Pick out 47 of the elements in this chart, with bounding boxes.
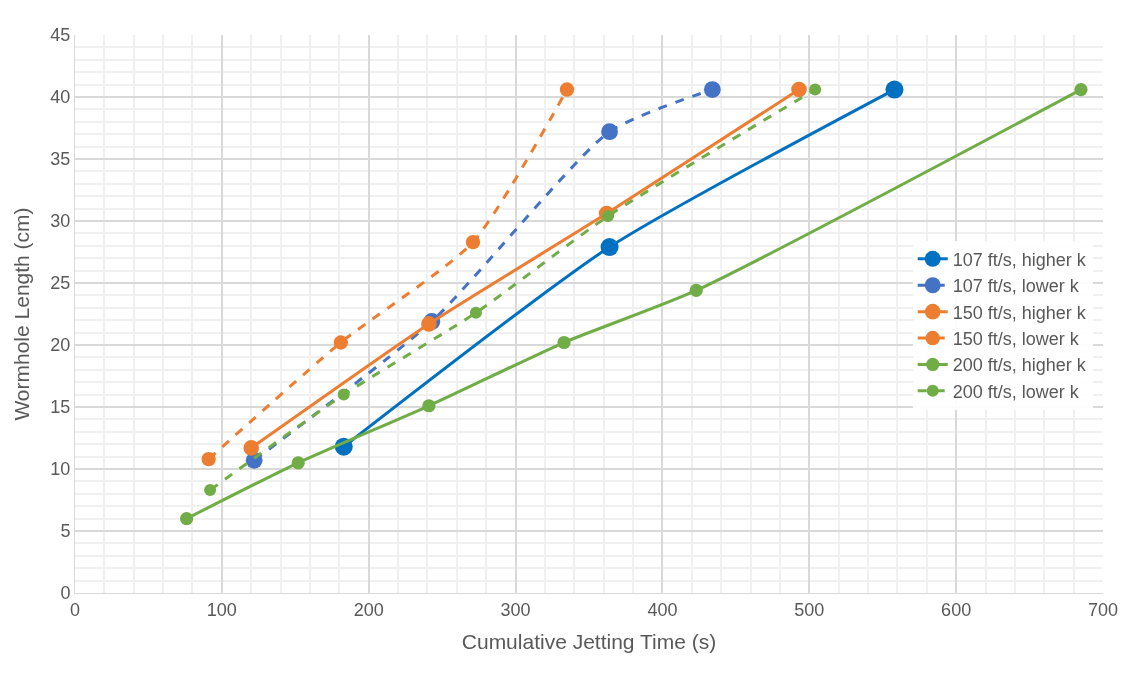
point — [600, 238, 619, 257]
point — [809, 83, 822, 96]
y-tick-label: 30 — [50, 211, 71, 232]
point — [333, 335, 349, 350]
point — [469, 306, 482, 319]
x-tick-label: 700 — [1087, 599, 1119, 620]
y-tick-label: 5 — [60, 521, 71, 542]
legend-label: 150 ft/s, higher k — [952, 302, 1087, 323]
x-tick-label: 200 — [353, 599, 384, 620]
point — [559, 82, 575, 97]
y-axis-title: Wormhole Length (cm) — [9, 207, 33, 421]
point — [204, 484, 217, 497]
y-tick-label: 10 — [50, 459, 71, 480]
point — [602, 210, 615, 223]
y-tick-label: 45 — [50, 25, 71, 46]
legend-label: 107 ft/s, higher k — [952, 249, 1087, 270]
point — [243, 440, 260, 456]
y-tick-label: 35 — [50, 149, 71, 170]
point — [1074, 82, 1088, 97]
point — [557, 335, 571, 350]
x-tick-label: 300 — [500, 599, 531, 620]
point — [337, 388, 350, 401]
x-axis-title: Cumulative Jetting Time (s) — [461, 629, 717, 653]
point — [601, 123, 618, 141]
point — [465, 234, 481, 250]
y-tick-label: 15 — [50, 397, 71, 418]
point — [422, 399, 436, 413]
point — [885, 80, 904, 99]
x-tick-label: 500 — [794, 599, 825, 620]
x-tick-label: 400 — [647, 599, 678, 620]
legend-label: 107 ft/s, lower k — [952, 276, 1080, 297]
legend-label: 200 ft/s, lower k — [952, 381, 1080, 402]
point — [703, 81, 721, 98]
point — [201, 451, 216, 467]
legend-label: 200 ft/s, higher k — [952, 355, 1087, 376]
y-tick-label: 20 — [50, 335, 71, 356]
point — [180, 512, 194, 526]
point — [791, 81, 807, 98]
y-tick-label: 0 — [60, 583, 71, 604]
point — [689, 283, 703, 298]
x-tick-label: 600 — [941, 599, 972, 620]
x-tick-label: 100 — [206, 599, 237, 620]
point — [421, 316, 437, 332]
legend-label: 150 ft/s, lower k — [952, 329, 1080, 350]
y-tick-label: 25 — [50, 273, 71, 294]
point — [291, 456, 305, 470]
y-tick-label: 40 — [50, 87, 71, 108]
